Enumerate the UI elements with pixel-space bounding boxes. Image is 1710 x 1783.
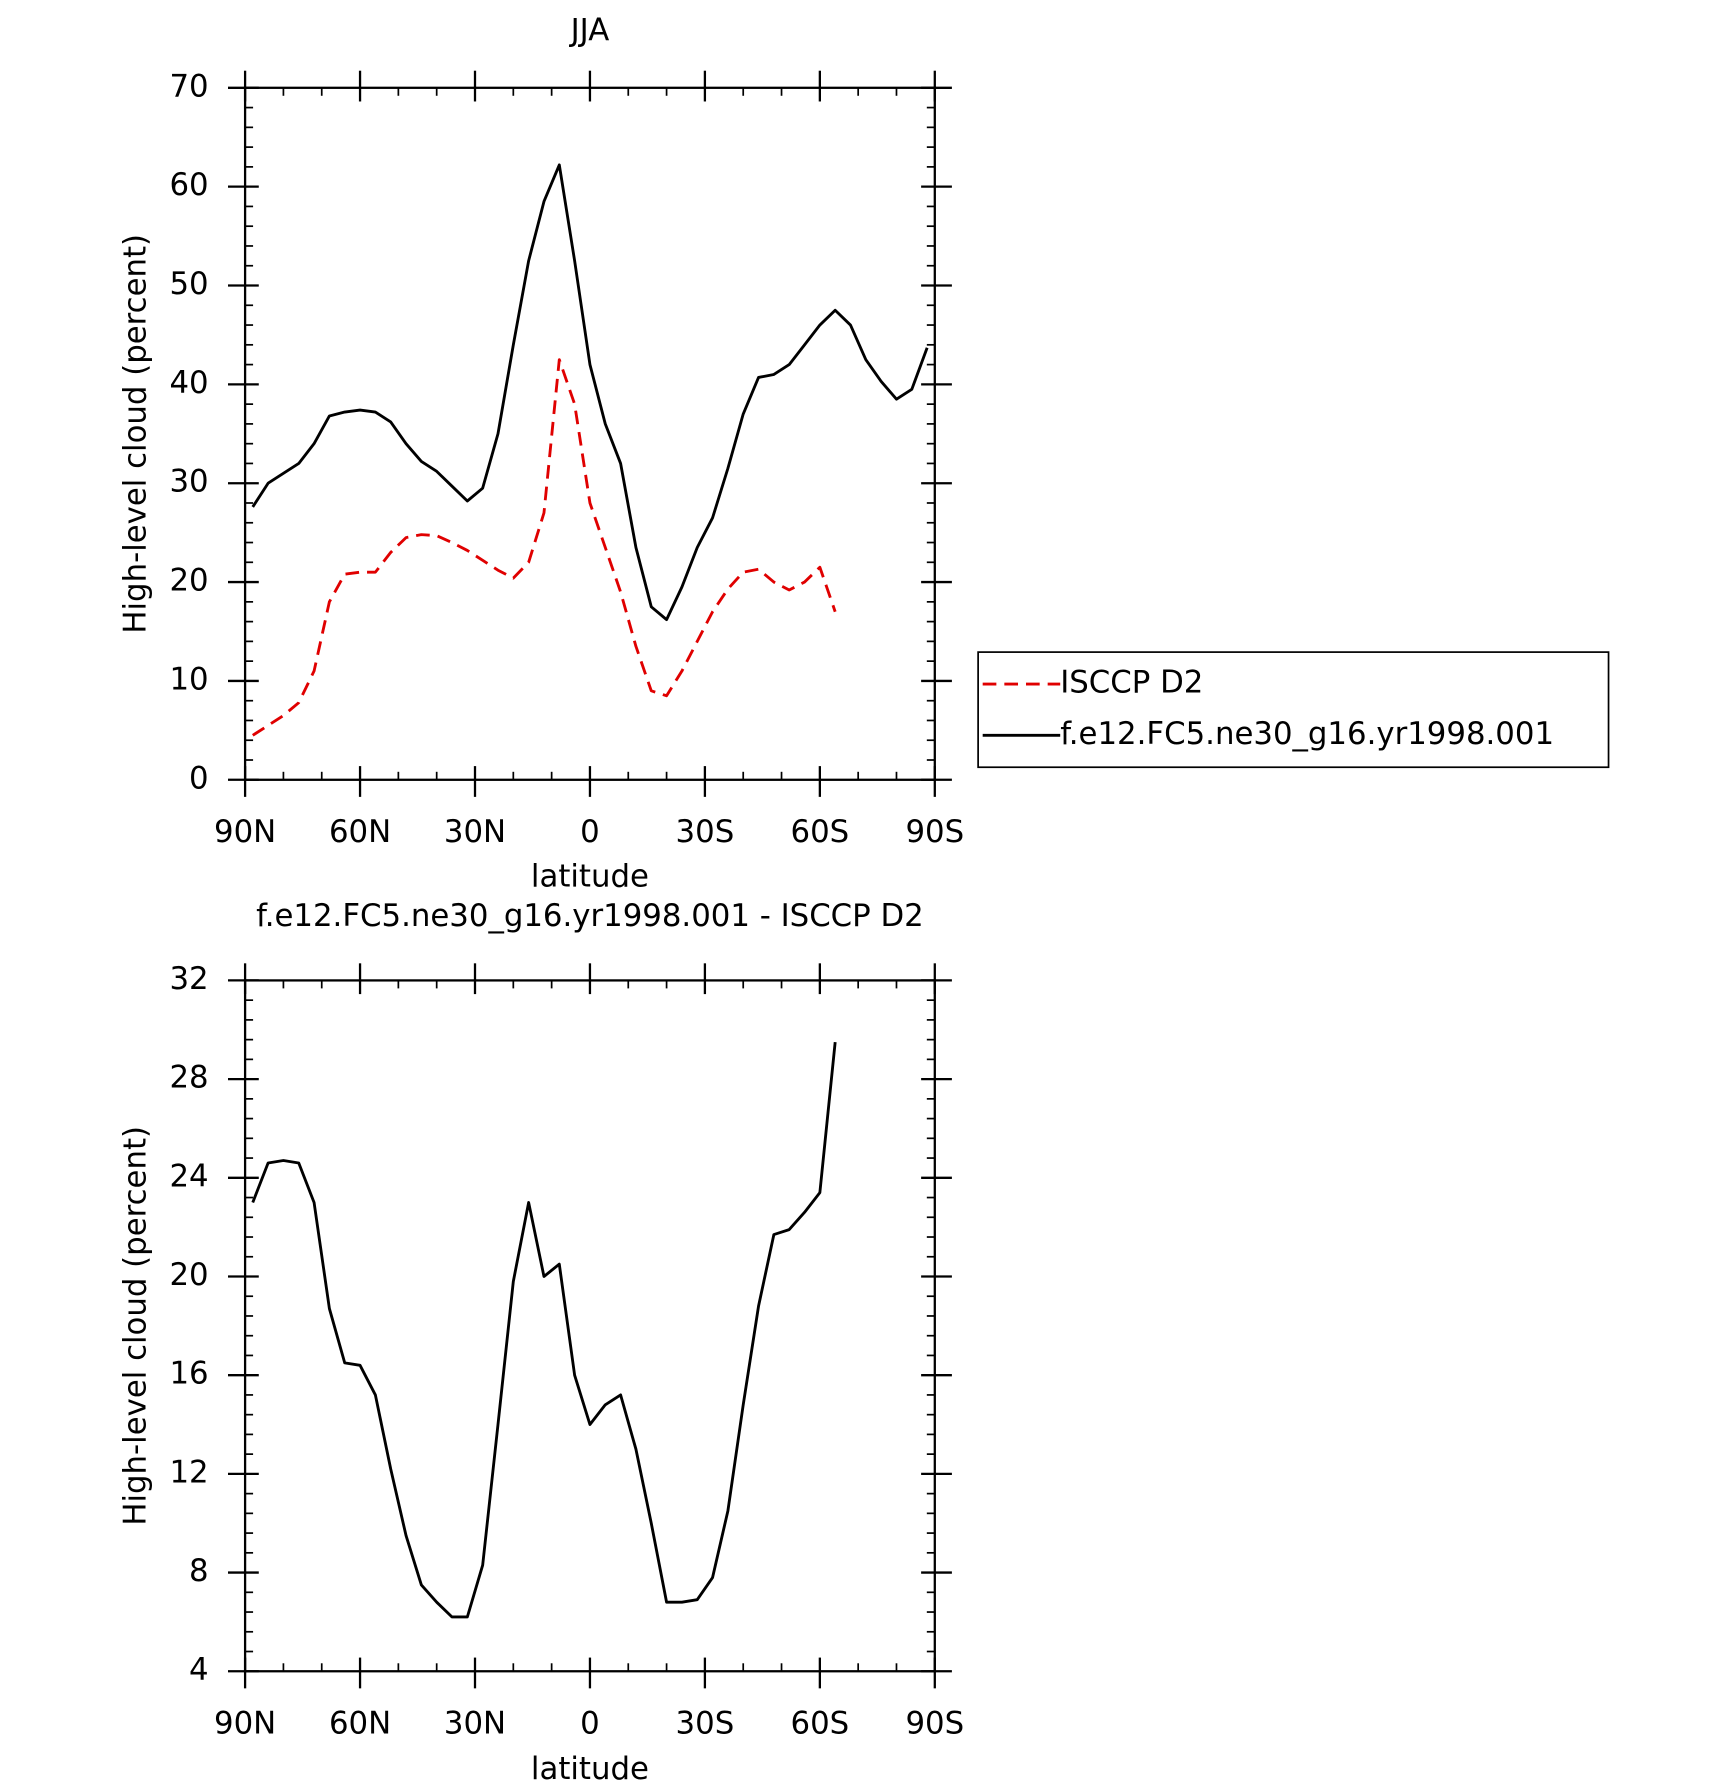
y-axis-label: High-level cloud (percent) [117,1126,153,1526]
data-line [251,1041,837,1619]
x-tick-label: 90N [214,814,276,850]
y-tick-label: 16 [169,1356,208,1392]
x-tick-label: 30S [676,1705,735,1741]
x-tick-label: 0 [580,1705,600,1741]
legend-box [977,651,1610,769]
y-tick-label: 10 [169,661,208,697]
y-tick-label: 8 [189,1553,209,1589]
legend-label: ISCCP D2 [1060,665,1203,701]
chart-title: JJA [569,12,610,48]
x-tick-label: 30N [444,1705,506,1741]
x-tick-label: 0 [580,814,600,850]
y-tick-label: 32 [169,961,208,997]
y-tick-label: 30 [169,464,208,500]
data-line [251,163,929,622]
y-tick-label: 60 [169,167,208,203]
y-tick-label: 28 [169,1060,208,1096]
y-tick-label: 24 [169,1158,208,1194]
x-tick-label: 30N [444,814,506,850]
chart-title: f.e12.FC5.ne30_g16.yr1998.001 - ISCCP D2 [256,898,924,934]
y-tick-label: 40 [169,365,208,401]
x-tick-label: 60S [791,1705,850,1741]
x-axis-label: latitude [531,858,649,894]
y-tick-label: 20 [169,563,208,599]
y-tick-label: 70 [169,68,208,104]
y-tick-label: 50 [169,266,208,302]
x-tick-label: 90S [905,814,964,850]
x-tick-label: 60N [329,1705,391,1741]
y-axis-label: High-level cloud (percent) [117,234,153,634]
plot-frame [243,86,936,781]
y-tick-label: 12 [169,1454,208,1490]
x-tick-label: 60S [791,814,850,850]
x-tick-label: 90N [214,1705,276,1741]
x-tick-label: 60N [329,814,391,850]
x-tick-label: 90S [905,1705,964,1741]
y-tick-label: 0 [189,760,209,796]
y-tick-label: 20 [169,1257,208,1293]
y-tick-label: 4 [189,1652,209,1688]
x-tick-label: 30S [676,814,735,850]
x-axis-label: latitude [531,1751,649,1783]
data-line [251,358,837,737]
legend-label: f.e12.FC5.ne30_g16.yr1998.001 [1060,716,1554,752]
